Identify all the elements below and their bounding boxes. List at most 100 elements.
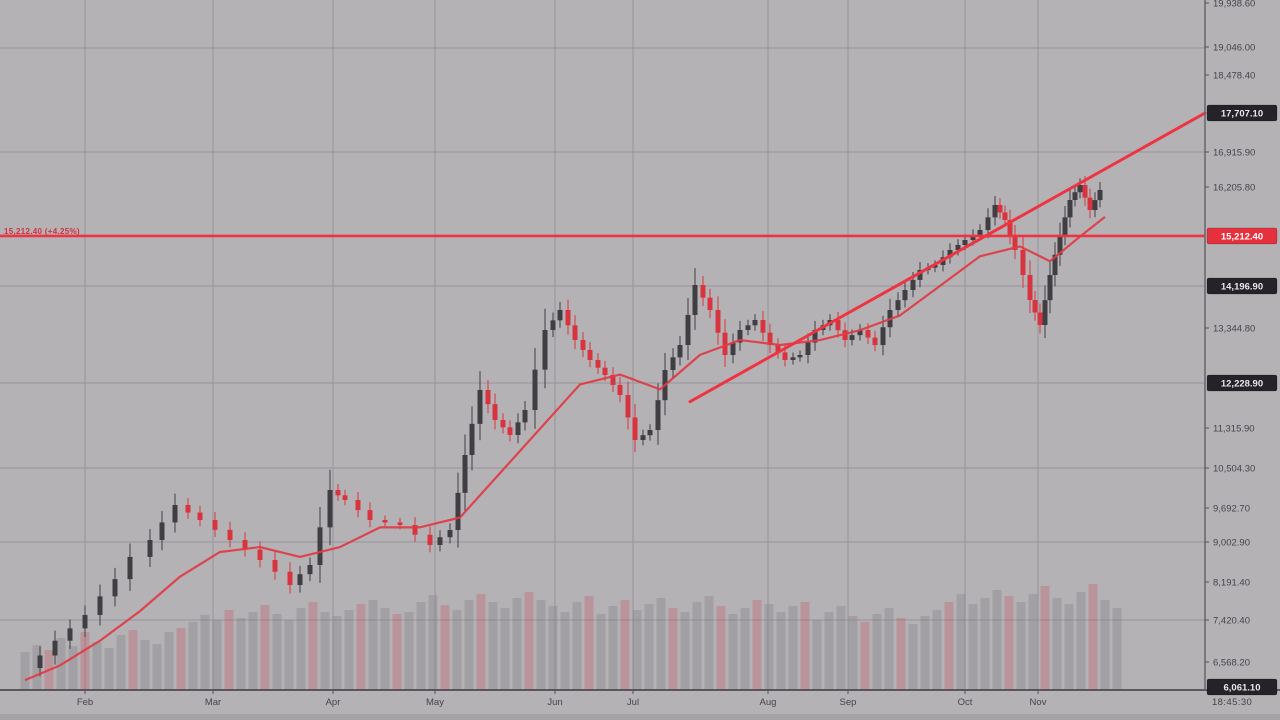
time-tick-label: Apr bbox=[326, 697, 341, 708]
candle-body bbox=[610, 375, 616, 385]
price-tag-dark-2-box[interactable] bbox=[1206, 374, 1278, 392]
hline-left-label[interactable]: 15,212.40 (+4.25%) bbox=[4, 227, 80, 236]
candle-body bbox=[632, 417, 638, 441]
hline-price-tag-box[interactable] bbox=[1206, 227, 1278, 245]
candle-body bbox=[752, 320, 758, 326]
price-tag-dark-0[interactable]: 17,707.10 bbox=[1206, 104, 1278, 122]
price-tag-dark-3[interactable]: 6,061.10 bbox=[1206, 678, 1278, 696]
candle-body bbox=[412, 524, 418, 535]
time-tick-label: Aug bbox=[760, 697, 777, 708]
volume-bar bbox=[872, 614, 882, 690]
volume-bar bbox=[80, 632, 90, 690]
price-tag-dark-3-box[interactable] bbox=[1206, 678, 1278, 696]
price-tag-dark-3-text: 6,061.10 bbox=[1224, 682, 1261, 693]
volume-bar bbox=[392, 614, 402, 690]
price-tick-label: 19,938.60 bbox=[1213, 0, 1255, 10]
volume-bar bbox=[884, 608, 894, 690]
candle-body bbox=[542, 330, 548, 370]
candle-body bbox=[242, 540, 248, 550]
candle-body bbox=[670, 357, 676, 370]
volume-bar bbox=[488, 602, 498, 690]
candle-body bbox=[745, 325, 751, 331]
volume-bar bbox=[956, 594, 966, 690]
candle-body bbox=[147, 540, 153, 557]
volume-bar bbox=[668, 608, 678, 690]
price-tag-dark-1[interactable]: 14,196.90 bbox=[1206, 277, 1278, 295]
volume-bar bbox=[728, 614, 738, 690]
volume-bar bbox=[356, 604, 366, 690]
volume-bar bbox=[692, 602, 702, 690]
price-tick-label: 10,504.30 bbox=[1213, 463, 1255, 474]
time-tick-label: Jun bbox=[547, 697, 562, 708]
trendline-segment[interactable] bbox=[688, 111, 1207, 404]
volume-bar bbox=[656, 598, 666, 690]
price-tick-label: 19,046.00 bbox=[1213, 43, 1255, 54]
hline-price-tag[interactable]: 15,212.40 bbox=[1206, 227, 1278, 245]
candle-body bbox=[715, 310, 721, 333]
price-tag-dark-0-box[interactable] bbox=[1206, 104, 1278, 122]
volume-bar bbox=[164, 632, 174, 690]
candle-body bbox=[1027, 275, 1033, 300]
volume-bar bbox=[968, 604, 978, 690]
candle-body bbox=[492, 404, 498, 421]
volume-bar bbox=[452, 610, 462, 690]
candle-body bbox=[917, 269, 923, 280]
candle-body bbox=[760, 320, 766, 333]
volume-bar bbox=[800, 602, 810, 690]
volume-bar bbox=[908, 624, 918, 690]
candle-body bbox=[52, 640, 58, 656]
price-tick-label: 18,478.40 bbox=[1213, 70, 1255, 81]
candle-body bbox=[257, 549, 263, 560]
volume-bar bbox=[620, 600, 630, 690]
price-tick-label: 6,568.20 bbox=[1213, 657, 1250, 668]
candle-body bbox=[327, 489, 333, 528]
time-axis[interactable]: Feb Mar Apr May Jun Jul Aug Sep Oct Nov bbox=[0, 689, 1280, 708]
candle-body bbox=[797, 355, 803, 358]
volume-bar bbox=[776, 612, 786, 690]
candle-body bbox=[1037, 312, 1043, 325]
candle-body bbox=[1020, 249, 1026, 276]
time-tick-label: Feb bbox=[77, 697, 93, 708]
volume-bar bbox=[944, 602, 954, 690]
price-tag-dark-0-text: 17,707.10 bbox=[1221, 109, 1263, 120]
candle-body bbox=[317, 527, 323, 566]
price-tag-dark-2[interactable]: 12,228.90 bbox=[1206, 374, 1278, 392]
price-tick-label: 16,915.90 bbox=[1213, 148, 1255, 159]
candle-body bbox=[775, 344, 781, 353]
candle-body bbox=[522, 410, 528, 423]
candle-body bbox=[572, 325, 578, 341]
candle-body bbox=[617, 384, 623, 396]
volume-bar bbox=[500, 608, 510, 690]
trend-line[interactable] bbox=[688, 111, 1207, 404]
volume-bar bbox=[1040, 586, 1050, 690]
volume-bar bbox=[92, 642, 102, 690]
candle-body bbox=[335, 489, 341, 496]
volume-series bbox=[20, 584, 1122, 690]
price-tag-dark-1-box[interactable] bbox=[1206, 277, 1278, 295]
volume-bar bbox=[992, 590, 1002, 690]
candle-body bbox=[532, 369, 538, 411]
grid-lines bbox=[0, 0, 1205, 690]
timezone-clock-label[interactable]: 18:45:30 bbox=[1212, 697, 1253, 708]
volume-bar bbox=[68, 646, 78, 690]
candle-body bbox=[970, 235, 976, 241]
volume-bar bbox=[212, 620, 222, 690]
candle-body bbox=[185, 504, 191, 513]
candle-body bbox=[677, 344, 683, 358]
volume-bar bbox=[464, 600, 474, 690]
volume-bar bbox=[308, 602, 318, 690]
candle-body bbox=[692, 285, 698, 315]
candle-body bbox=[722, 332, 728, 356]
candle-body bbox=[805, 342, 811, 356]
volume-bar bbox=[716, 606, 726, 690]
candle-body bbox=[1072, 192, 1078, 200]
price-axis[interactable]: 19,938.60 19,046.00 18,478.40 16,915.90 16,2… bbox=[1204, 0, 1278, 696]
volume-bar bbox=[980, 598, 990, 690]
volume-bar bbox=[188, 622, 198, 690]
volume-bar bbox=[176, 628, 186, 690]
volume-bar bbox=[152, 644, 162, 690]
candle-body bbox=[112, 579, 118, 597]
volume-bar bbox=[104, 648, 114, 690]
